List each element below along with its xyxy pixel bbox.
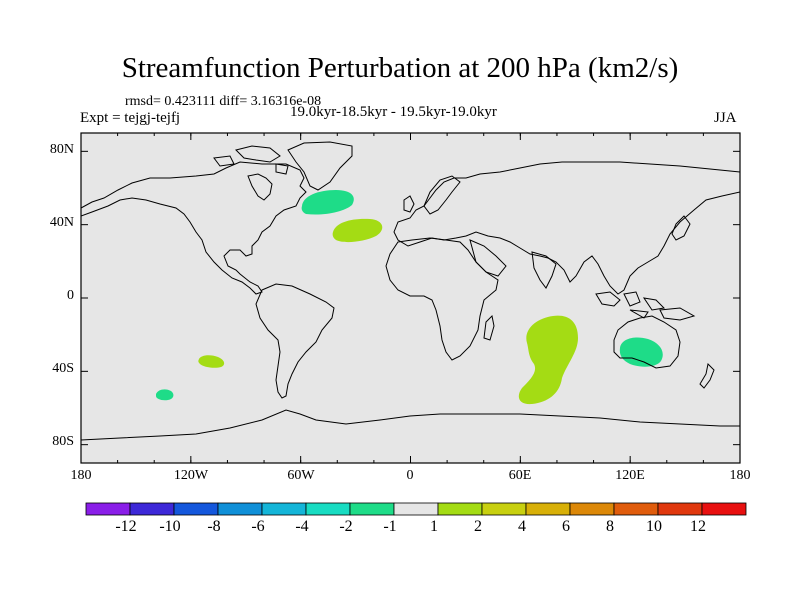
axis-ticks: [80, 133, 741, 463]
coast-britain: [403, 195, 415, 213]
colorbar-label: 2: [474, 518, 482, 535]
coast-north-america: [81, 161, 307, 295]
colorbar-label: -12: [115, 518, 137, 535]
lon-tick-0: 0: [406, 468, 414, 483]
coast-arabia: [469, 239, 507, 277]
lat-tick-80n: 80N: [49, 142, 74, 157]
anomaly-south-pacific-west: [156, 389, 174, 401]
anomaly-north-atlantic-central: [332, 218, 383, 243]
lat-tick-40n: 40N: [49, 215, 74, 230]
colorbar-label: -4: [295, 518, 309, 535]
anomaly-south-indian-ocean: [518, 315, 578, 405]
colorbar-swatch: [437, 502, 483, 516]
period-label: 19.0kyr-18.5kyr - 19.5kyr-19.0kyr: [290, 104, 497, 120]
colorbar-swatch: [217, 502, 263, 516]
anomaly-north-atlantic-west: [301, 190, 354, 215]
anomaly-south-australia: [619, 337, 663, 367]
colorbar-swatch: [481, 502, 527, 516]
lon-tick-120e: 120E: [615, 468, 645, 483]
coast-japan: [671, 215, 691, 241]
colorbar-swatch: [525, 502, 571, 516]
coast-hudson-bay: [247, 173, 273, 201]
colorbar-swatch: [657, 502, 703, 516]
lat-tick-80s: 80S: [52, 434, 74, 449]
lon-tick-120w: 120W: [173, 468, 209, 483]
colorbar-swatch: [701, 502, 747, 516]
coast-maritime-continent: [595, 291, 696, 321]
colorbar: [85, 502, 747, 516]
map-background: [81, 133, 740, 463]
lat-tick-0: 0: [67, 288, 74, 303]
rmsd-diff-label: rmsd= 0.423111 diff= 3.16316e-08: [125, 94, 322, 109]
colorbar-label: 6: [562, 518, 570, 535]
lon-tick-60e: 60E: [508, 468, 532, 483]
colorbar-swatch: [349, 502, 395, 516]
lon-tick-180w: 180: [70, 468, 92, 483]
colorbar-label: -2: [339, 518, 353, 535]
experiment-label: Expt = tejgj-tejfj: [80, 110, 181, 126]
coast-australia: [613, 315, 681, 369]
colorbar-swatch: [261, 502, 307, 516]
coast-eurasia: [393, 161, 740, 295]
colorbar-label: 8: [606, 518, 614, 535]
colorbar-swatch: [173, 502, 219, 516]
coast-scandinavia: [423, 175, 461, 215]
colorbar-swatch: [129, 502, 175, 516]
coastline-layer: [81, 141, 740, 441]
colorbar-label: -8: [207, 518, 221, 535]
colorbar-swatch: [305, 502, 351, 516]
colorbar-label: -10: [159, 518, 181, 535]
colorbar-swatch: [569, 502, 615, 516]
coast-new-zealand: [699, 362, 715, 389]
plot-title: Streamfunction Perturbation at 200 hPa (…: [121, 52, 679, 84]
colorbar-swatch: [613, 502, 659, 516]
colorbar-label: 10: [646, 518, 662, 535]
coast-india: [531, 251, 557, 289]
lon-tick-60w: 60W: [287, 468, 315, 483]
coast-greenland: [287, 141, 353, 191]
season-label: JJA: [714, 110, 737, 126]
anomaly-layer: [156, 190, 663, 405]
lat-tick-40s: 40S: [52, 361, 74, 376]
colorbar-label: -6: [251, 518, 265, 535]
colorbar-swatch: [85, 502, 131, 516]
coast-south-america: [255, 283, 335, 399]
coast-madagascar: [483, 314, 495, 341]
anomaly-south-pacific-central: [198, 355, 225, 368]
coast-arctic-islands: [213, 145, 289, 175]
colorbar-label: 12: [690, 518, 706, 535]
colorbar-label: 1: [430, 518, 438, 535]
colorbar-label: -1: [383, 518, 397, 535]
colorbar-label: 4: [518, 518, 526, 535]
coast-antarctica: [81, 409, 740, 441]
colorbar-swatch: [393, 502, 439, 516]
lon-tick-180e: 180: [729, 468, 751, 483]
coast-africa: [385, 237, 499, 361]
